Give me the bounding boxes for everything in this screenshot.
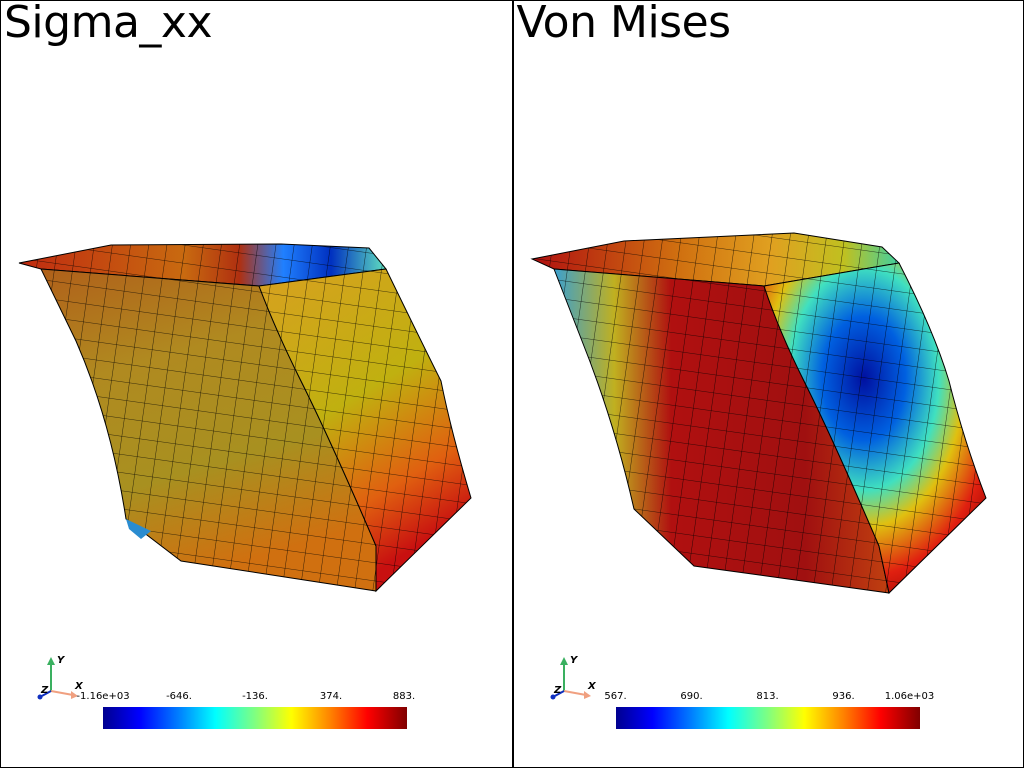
scalar-bar-label: -1.16e+03 (76, 691, 130, 702)
scalar-bar: 567. 690. 813. 936. 1.06e+03 (604, 691, 934, 733)
axis-z-label: Z (40, 685, 49, 696)
viewport-title: Von Mises (516, 1, 732, 48)
scalar-bar-label: 936. (832, 691, 855, 702)
scalar-bar-label: -136. (242, 691, 268, 702)
scalar-bar-gradient (615, 707, 920, 729)
viewport-sigma-xx[interactable]: Sigma_xx (1, 1, 512, 767)
scalar-bar-label: 813. (756, 691, 779, 702)
scalar-bar-label: 374. (319, 691, 343, 702)
scalar-bar: -1.16e+03 -646. -136. 374. 883. (76, 691, 415, 733)
viewport-title: Sigma_xx (4, 1, 213, 48)
mesh-render[interactable] (514, 1, 1024, 641)
scalar-bar-label: -646. (166, 691, 192, 702)
viewport-von-mises[interactable]: Von Mises (511, 1, 1024, 767)
axis-x-label: X (587, 681, 597, 692)
scalar-bar-gradient (103, 707, 407, 729)
scalar-bar-label: 690. (680, 691, 703, 702)
orientation-axes: Y X Z (37, 655, 84, 700)
axis-y-label: Y (570, 655, 579, 666)
mesh-render[interactable] (1, 1, 512, 641)
axis-z-label: Z (553, 685, 562, 696)
axis-y-label: Y (57, 655, 66, 666)
orientation-axes: Y X Z (550, 655, 597, 700)
scalar-bar-label: 567. (604, 691, 627, 702)
scalar-bar-label: 883. (392, 691, 416, 702)
axis-x-label: X (74, 681, 84, 692)
scalar-bar-label: 1.06e+03 (884, 691, 935, 702)
